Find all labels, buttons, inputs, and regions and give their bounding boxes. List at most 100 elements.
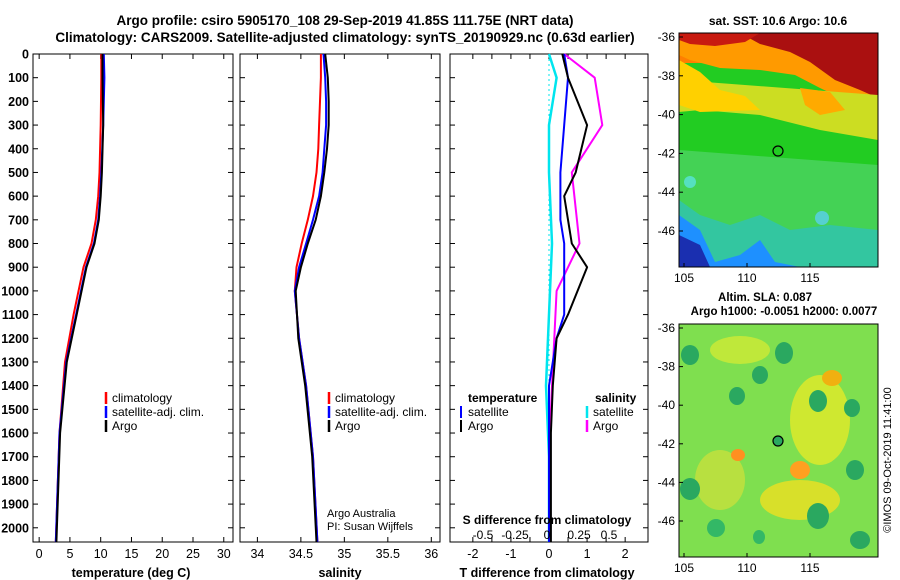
map-y-tick-label: -46 [658,224,676,238]
sla-map-title2: Argo h1000: -0.0051 h2000: 0.0077 [691,306,878,318]
legend-satellite: satellite-adj. clim. [112,405,204,419]
sla-map: Altim. SLA: 0.087 Argo h1000: -0.0051 h2… [658,292,879,575]
legend-s-satellite: satellite [593,405,634,419]
x-tick-label: 5 [66,547,73,561]
map-x-tick-label: 110 [737,561,756,575]
map-x-tick-label: 115 [800,561,819,575]
legend-climatology: climatology [112,391,172,405]
legend-salinity-head: salinity [595,391,637,405]
temperature-plot-frame [32,53,234,543]
temperature-legend: climatology satellite-adj. clim. Argo [104,391,204,433]
map-y-tick-label: -36 [658,321,676,335]
series-line-argo [294,53,330,543]
legend-argo: Argo [335,419,361,433]
depth-tick-label: 400 [8,142,29,156]
credit-argo-australia: Argo Australia [327,508,396,520]
s-difference-title: S difference from climatology [463,513,632,527]
credit-pi: PI: Susan Wijffels [327,521,413,533]
depth-tick-label: 2000 [1,521,29,535]
x-tick-label: 34.5 [289,547,313,561]
x-tick-label: 0 [546,547,553,561]
salinity-xlabel: salinity [318,566,361,580]
depth-tick-label: 500 [8,166,29,180]
s-tick-label: 0.25 [567,528,591,542]
map-y-tick-label: -44 [658,475,676,489]
depth-tick-label: 1600 [1,427,29,441]
map-x-tick-label: 115 [800,271,819,285]
map-y-tick-label: -40 [658,108,676,122]
s-tick-label: 0 [544,528,551,542]
depth-tick-label: 800 [8,237,29,251]
temperature-xlabel: temperature (deg C) [72,566,191,580]
depth-tick-label: 900 [8,261,29,275]
depth-axis: 0 100 200 300 400 500 600 700 800 900 1000 1100 1200… [1,48,29,536]
depth-tick-label: 1700 [1,450,29,464]
sla-map-title1: Altim. SLA: 0.087 [718,292,812,304]
legend-argo: Argo [112,419,138,433]
map-y-tick-label: -46 [658,514,676,528]
x-tick-label: 10 [94,547,108,561]
t-difference-xlabel: T difference from climatology [459,566,634,580]
x-tick-label: -1 [505,547,516,561]
s-difference-axis: -0.5 -0.25 0 0.25 0.5 [473,528,618,542]
difference-panel: -2 -1 0 1 2 temperature satellite Argo salin… [449,53,649,580]
depth-tick-label: 700 [8,213,29,227]
map-x-tick-label: 105 [674,561,694,575]
legend-t-argo: Argo [468,419,494,433]
s-tick-label: -0.25 [501,528,529,542]
depth-tick-label: 1200 [1,332,29,346]
depth-tick-label: 300 [8,119,29,133]
sst-map-title: sat. SST: 10.6 Argo: 10.6 [709,14,848,28]
x-tick-label: 36 [424,547,438,561]
s-tick-label: -0.5 [473,528,494,542]
sst-map: sat. SST: 10.6 Argo: 10.6 105 110 115 -36 -3… [658,14,879,285]
map-y-tick-label: -44 [658,185,676,199]
x-tick-label: 30 [217,547,231,561]
x-tick-label: 35.5 [376,547,400,561]
map-y-tick-label: -42 [658,146,676,160]
legend-climatology: climatology [335,391,395,405]
title-line2: Climatology: CARS2009. Satellite-adjuste… [55,30,634,45]
depth-tick-label: 100 [8,71,29,85]
title-line1: Argo profile: csiro 5905170_108 29-Sep-2… [117,13,574,28]
salinity-panel: 34 34.5 35 35.5 36 salinity climatology sate… [239,53,441,580]
map-x-tick-label: 105 [674,271,694,285]
temperature-panel: 0 5 10 15 20 25 30 temperature (deg C) climato… [32,53,234,580]
series-line-temperature-satellite [548,53,569,542]
depth-tick-label: 1100 [2,308,29,322]
map-y-tick-label: -38 [658,360,676,374]
sst-field [679,33,878,267]
depth-tick-label: 1300 [1,355,29,369]
legend-s-argo: Argo [593,419,619,433]
imos-stamp: ©IMOS 09-Oct-2019 11:41:00 [882,387,894,532]
salinity-legend: climatology satellite-adj. clim. Argo [327,391,427,433]
depth-tick-label: 1400 [1,379,29,393]
depth-tick-label: 0 [22,48,29,62]
map-y-tick-label: -40 [658,398,676,412]
x-tick-label: 15 [125,547,139,561]
legend-t-satellite: satellite [468,405,509,419]
x-tick-label: 2 [622,547,629,561]
depth-tick-label: 200 [8,95,29,109]
difference-legend: temperature satellite Argo salinity sate… [460,391,637,433]
x-tick-label: 1 [584,547,591,561]
depth-tick-label: 1900 [1,498,29,512]
x-tick-label: 25 [186,547,200,561]
argo-location-marker [772,145,784,157]
legend-temperature-head: temperature [468,391,538,405]
legend-satellite: satellite-adj. clim. [335,405,427,419]
depth-tick-label: 1500 [1,403,29,417]
x-tick-label: 20 [155,547,169,561]
map-y-tick-label: -36 [658,30,676,44]
depth-tick-label: 1000 [1,284,29,298]
argo-location-marker [772,435,784,447]
series-line-temperature-argo [549,53,589,542]
map-y-tick-label: -42 [658,437,676,451]
x-tick-label: 0 [36,547,43,561]
map-x-tick-label: 110 [737,271,756,285]
x-tick-label: 34 [250,547,264,561]
salinity-plot-frame [239,53,441,543]
depth-tick-label: 600 [8,190,29,204]
x-tick-label: 35 [337,547,351,561]
